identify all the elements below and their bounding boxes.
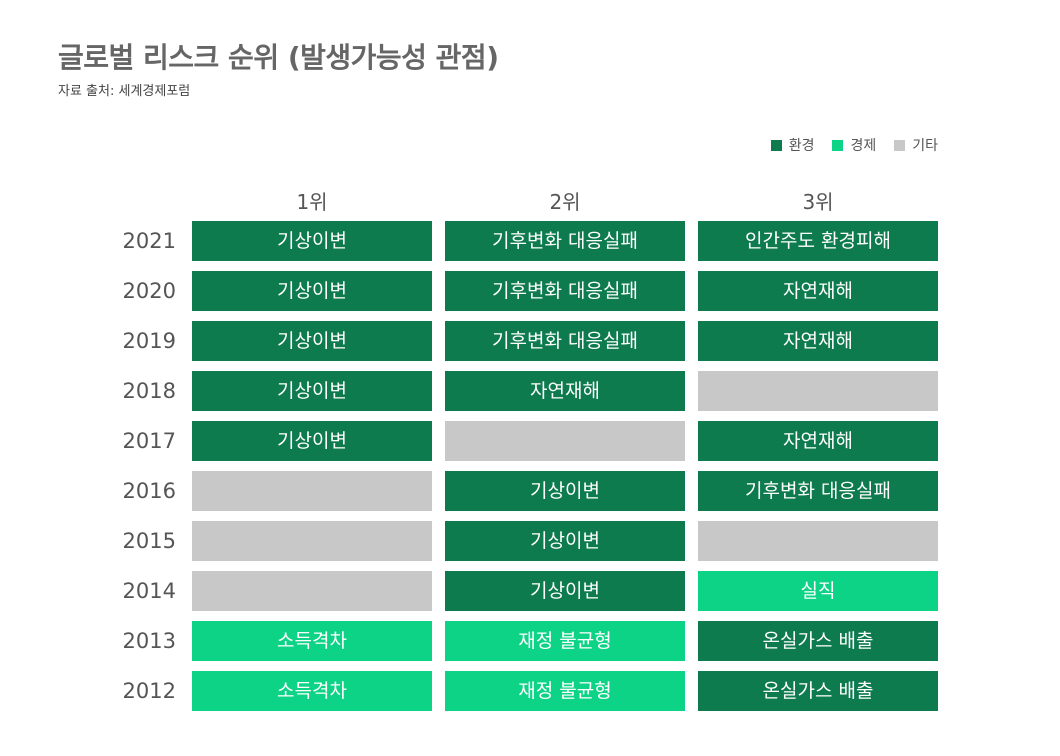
cell-2018-rank-1: 기상이변 (192, 371, 432, 411)
chart-subtitle: 자료 출처: 세계경제포럼 (58, 84, 191, 99)
year-label-2012: 2012 (122, 679, 176, 703)
legend-item-environment: 환경 (770, 135, 815, 155)
legend-item-other: 기타 (894, 135, 938, 155)
cell-2019-rank-3: 자연재해 (698, 321, 938, 361)
column-header-3: 3위 (802, 190, 834, 214)
cell-2019-rank-2: 기후변화 대응실패 (445, 321, 685, 361)
year-label-2017: 2017 (122, 429, 176, 453)
year-label-2015: 2015 (122, 529, 176, 553)
cell-2012-rank-2: 재정 불균형 (445, 671, 685, 711)
cell-2020-rank-1: 기상이변 (192, 271, 432, 311)
legend-swatch-economy (832, 139, 844, 151)
year-label-2016: 2016 (122, 479, 176, 503)
chart-title: 글로벌 리스크 순위 (발생가능성 관점) (58, 41, 499, 74)
cell-2017-rank-1: 기상이변 (192, 421, 432, 461)
cell-2016-rank-3: 기후변화 대응실패 (698, 471, 938, 511)
cell-2020-rank-2: 기후변화 대응실패 (445, 271, 685, 311)
cell-2018-rank-2: 자연재해 (445, 371, 685, 411)
cell-2016-rank-1 (192, 471, 432, 511)
cell-2015-rank-1 (192, 521, 432, 561)
cell-2021-rank-3: 인간주도 환경피해 (698, 221, 938, 261)
cell-2021-rank-1: 기상이변 (192, 221, 432, 261)
cell-2015-rank-2: 기상이변 (445, 521, 685, 561)
year-label-2014: 2014 (122, 579, 176, 603)
cell-2015-rank-3 (698, 521, 938, 561)
legend-swatch-environment (770, 139, 782, 151)
legend-swatch-other (894, 139, 906, 151)
legend: 환경 경제 기타 (770, 135, 938, 155)
cell-2016-rank-2: 기상이변 (445, 471, 685, 511)
cell-2012-rank-3: 온실가스 배출 (698, 671, 938, 711)
column-header-1: 1위 (296, 190, 328, 214)
cell-2013-rank-2: 재정 불균형 (445, 621, 685, 661)
legend-item-economy: 경제 (832, 135, 876, 155)
cell-2014-rank-2: 기상이변 (445, 571, 685, 611)
cell-2014-rank-1 (192, 571, 432, 611)
cell-2017-rank-3: 자연재해 (698, 421, 938, 461)
cell-2020-rank-3: 자연재해 (698, 271, 938, 311)
legend-label-economy: 경제 (850, 138, 877, 154)
cell-2018-rank-3 (698, 371, 938, 411)
cell-2013-rank-3: 온실가스 배출 (698, 621, 938, 661)
legend-label-other: 기타 (912, 138, 938, 154)
cell-2013-rank-1: 소득격차 (192, 621, 432, 661)
year-label-2020: 2020 (122, 279, 176, 303)
cell-2017-rank-2 (445, 421, 685, 461)
legend-label-environment: 환경 (788, 138, 815, 154)
year-label-2013: 2013 (122, 629, 176, 653)
cell-2014-rank-3: 실직 (698, 571, 938, 611)
cell-2019-rank-1: 기상이변 (192, 321, 432, 361)
cell-2021-rank-2: 기후변화 대응실패 (445, 221, 685, 261)
year-label-2018: 2018 (122, 379, 176, 403)
cell-2012-rank-1: 소득격차 (192, 671, 432, 711)
year-label-2019: 2019 (122, 329, 176, 353)
year-label-2021: 2021 (122, 229, 176, 253)
column-header-2: 2위 (549, 190, 581, 214)
